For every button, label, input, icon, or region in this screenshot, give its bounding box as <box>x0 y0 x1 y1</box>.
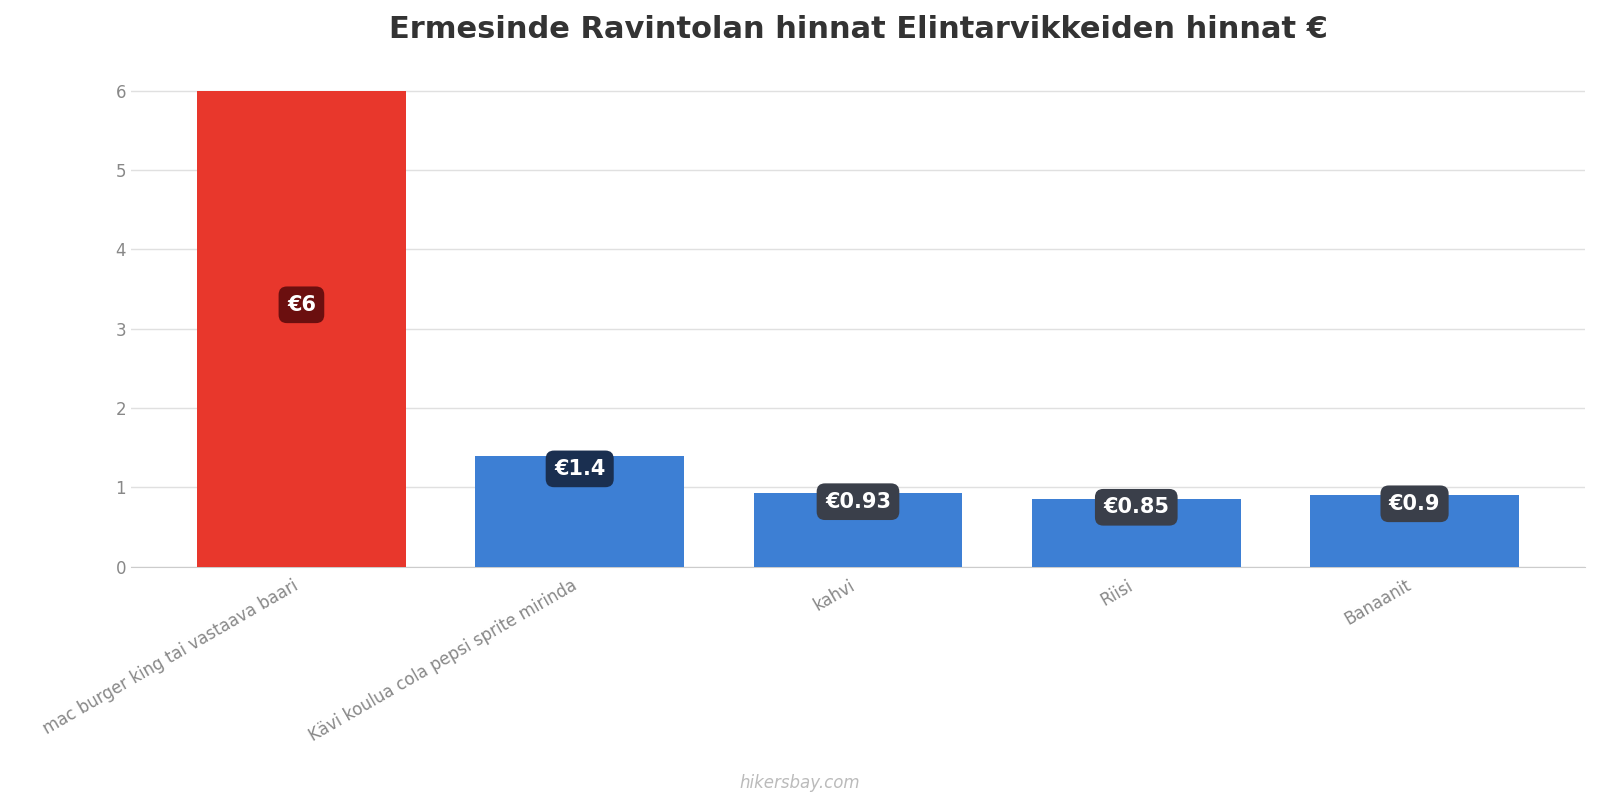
Bar <box>1032 499 1240 566</box>
Text: €6: €6 <box>286 294 315 314</box>
Bar <box>1310 495 1518 566</box>
Text: €1.4: €1.4 <box>554 459 605 479</box>
Text: €0.85: €0.85 <box>1104 498 1170 518</box>
Title: Ermesinde Ravintolan hinnat Elintarvikkeiden hinnat €: Ermesinde Ravintolan hinnat Elintarvikke… <box>389 15 1328 44</box>
Text: €0.93: €0.93 <box>826 492 891 512</box>
Text: hikersbay.com: hikersbay.com <box>739 774 861 792</box>
Bar <box>754 493 962 566</box>
Text: €0.9: €0.9 <box>1389 494 1440 514</box>
Bar <box>197 90 406 566</box>
Bar <box>475 455 685 566</box>
